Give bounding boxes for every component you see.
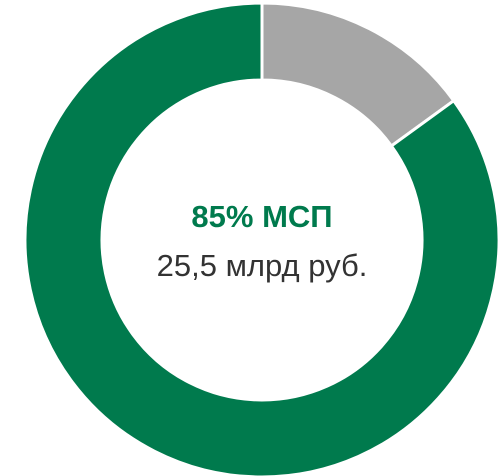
center-title: 85% МСП [191, 199, 332, 234]
center-subtitle: 25,5 млрд руб. [157, 248, 368, 283]
slices [23, 1, 498, 476]
donut-slice [23, 1, 498, 476]
